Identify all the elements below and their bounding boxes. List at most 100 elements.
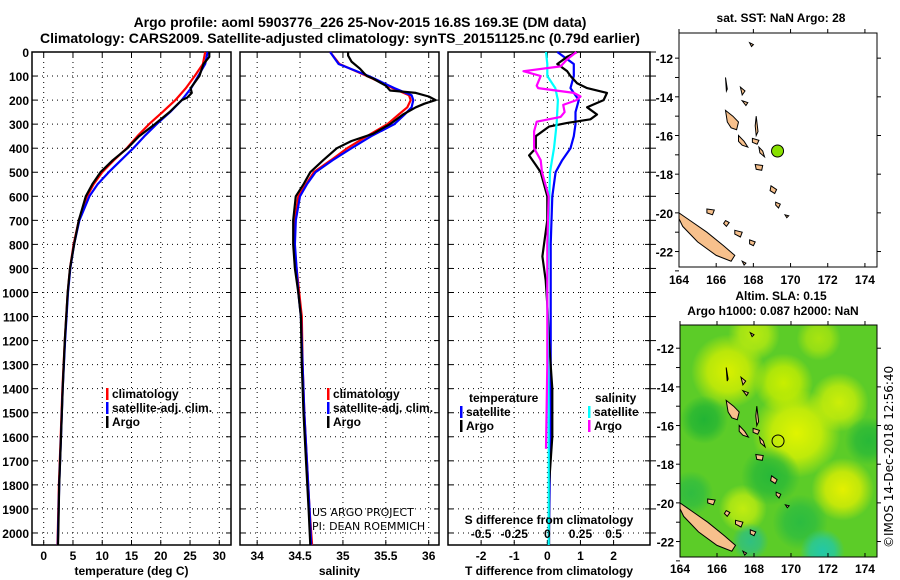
sla-anomaly-patch xyxy=(731,523,769,557)
legend-swatch xyxy=(460,406,463,418)
legend-swatch xyxy=(106,416,109,428)
map-content xyxy=(680,325,877,557)
lon-tick-label: 172 xyxy=(818,562,838,576)
sst-map xyxy=(675,29,881,272)
argo-float-marker xyxy=(771,144,785,158)
depth-tick-label: 900 xyxy=(9,262,29,276)
depth-tick-label: 1800 xyxy=(2,479,29,493)
s-tick-label: 0.5 xyxy=(605,527,622,541)
island xyxy=(775,491,782,499)
lat-tick-label: -12 xyxy=(657,342,675,356)
depth-tick-label: 2000 xyxy=(2,527,29,541)
lat-tick-label: -18 xyxy=(657,458,675,472)
legend-swatch xyxy=(106,388,109,400)
x-tick-label: 35 xyxy=(336,549,350,563)
depth-tick-label: 1400 xyxy=(2,383,29,397)
sla-map xyxy=(676,321,881,562)
island xyxy=(723,509,731,518)
x-axis-label: T difference from climatology xyxy=(465,564,633,578)
lon-tick-label: 174 xyxy=(855,273,875,287)
island xyxy=(707,498,716,506)
sla-anomaly-patch xyxy=(800,529,845,557)
figure-title-line2: Climatology: CARS2009. Satellite-adjuste… xyxy=(40,30,640,46)
panel-salinity xyxy=(239,51,440,546)
depth-tick-label: 0 xyxy=(22,46,29,60)
legend-label: Argo xyxy=(594,419,622,433)
x-tick-label: 35.5 xyxy=(374,549,398,563)
series-argo xyxy=(292,52,437,546)
x-tick-label: 25 xyxy=(183,549,197,563)
figure-title-line1: Argo profile: aoml 5903776_226 25-Nov-20… xyxy=(134,14,587,30)
x-tick-label: 0 xyxy=(40,549,47,563)
x-tick-label: 30 xyxy=(213,549,227,563)
island xyxy=(679,212,736,262)
legend-label: climatology xyxy=(112,387,179,401)
map-title: Altim. SLA: 0.15 xyxy=(735,289,827,303)
x-tick-label: 20 xyxy=(154,549,168,563)
legend-label: Argo xyxy=(112,415,140,429)
sla-anomaly-patch xyxy=(728,325,780,361)
lat-tick-label: -20 xyxy=(656,207,674,221)
island xyxy=(784,503,791,509)
legend-swatch xyxy=(460,420,463,432)
legend-swatch xyxy=(106,402,109,414)
x-axis-label: salinity xyxy=(319,564,361,578)
project-credit: US ARGO PROJECT xyxy=(312,506,414,519)
depth-tick-label: 1100 xyxy=(3,311,29,325)
lon-tick-label: 170 xyxy=(781,562,801,576)
lon-tick-label: 168 xyxy=(743,273,763,287)
lon-tick-label: 168 xyxy=(744,562,764,576)
lon-tick-label: 164 xyxy=(670,562,690,576)
legend-swatch xyxy=(588,420,591,432)
island xyxy=(722,219,730,228)
lat-tick-label: -16 xyxy=(657,420,675,434)
depth-tick-label: 1000 xyxy=(2,286,29,300)
pi-credit: PI: DEAN ROEMMICH xyxy=(312,520,425,533)
depth-tick-label: 400 xyxy=(9,142,29,156)
sla-anomaly-patch xyxy=(844,416,877,466)
island xyxy=(734,229,743,238)
island xyxy=(758,435,767,449)
lon-tick-label: 174 xyxy=(855,562,875,576)
island xyxy=(749,239,756,247)
island xyxy=(754,163,764,171)
x-tick-label: 34.5 xyxy=(288,549,312,563)
lon-tick-label: 164 xyxy=(669,273,689,287)
legend-swatch xyxy=(327,402,330,414)
sla-anomaly-patch xyxy=(753,353,814,413)
legend-label: satellite-adj. clim. xyxy=(333,401,433,415)
island xyxy=(706,208,715,216)
x-tick-label: 2 xyxy=(610,549,617,563)
island xyxy=(725,399,740,421)
legend-heading: temperature xyxy=(469,391,539,405)
sla-anomaly-patch xyxy=(811,457,875,521)
legend-swatch xyxy=(327,416,330,428)
island xyxy=(748,41,755,48)
x-tick-label: 5 xyxy=(70,549,77,563)
lon-tick-label: 170 xyxy=(781,273,801,287)
lat-tick-label: -12 xyxy=(656,52,674,66)
legend-label: satellite xyxy=(466,405,511,419)
lat-tick-label: -16 xyxy=(656,129,674,143)
legend-heading: salinity xyxy=(595,391,637,405)
depth-tick-label: 1300 xyxy=(2,359,29,373)
depth-tick-label: 1600 xyxy=(2,431,29,445)
island xyxy=(739,85,746,97)
island xyxy=(724,109,740,131)
island xyxy=(735,519,744,528)
series-climatology xyxy=(56,51,207,546)
s-tick-label: 0 xyxy=(544,527,551,541)
legend-label: Argo xyxy=(466,419,494,433)
island xyxy=(738,424,750,439)
x-axis-label: temperature (deg C) xyxy=(74,564,188,578)
s-tick-label: -0.5 xyxy=(471,527,492,541)
legend-label: satellite xyxy=(594,405,639,419)
island xyxy=(749,331,755,338)
lat-tick-label: -14 xyxy=(656,91,674,105)
depth-tick-label: 1200 xyxy=(2,335,29,349)
island xyxy=(769,184,778,195)
panel-frame xyxy=(31,51,232,546)
series-satellite-adj-clim- xyxy=(56,51,209,546)
depth-tick-label: 800 xyxy=(9,238,29,252)
island xyxy=(680,502,737,552)
